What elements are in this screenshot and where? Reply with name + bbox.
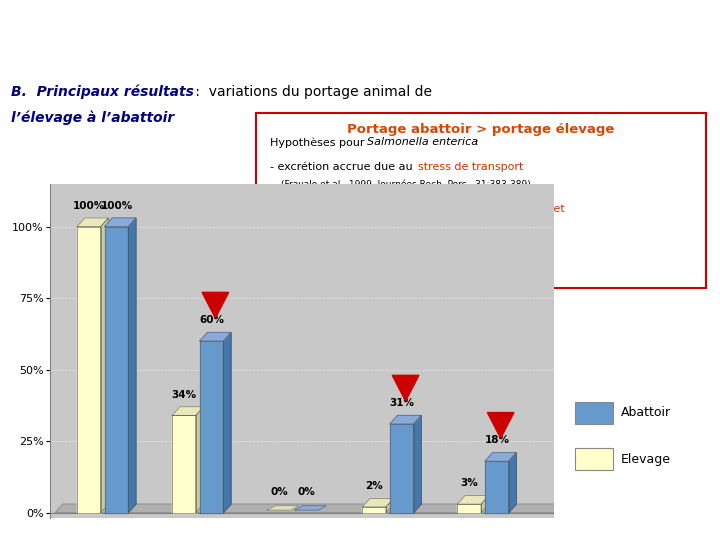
Text: 60%: 60% <box>199 315 224 325</box>
Polygon shape <box>386 498 394 512</box>
Polygon shape <box>223 333 231 512</box>
Polygon shape <box>77 226 101 512</box>
Polygon shape <box>199 341 223 512</box>
Text: Elevage: Elevage <box>621 453 670 466</box>
Polygon shape <box>390 415 421 424</box>
Polygon shape <box>104 226 128 512</box>
Polygon shape <box>104 218 136 226</box>
Polygon shape <box>481 496 489 512</box>
Text: 100%: 100% <box>100 201 132 211</box>
Text: 0%: 0% <box>270 487 288 497</box>
Polygon shape <box>362 507 386 512</box>
Text: 34%: 34% <box>171 390 197 400</box>
Text: B.  Principaux résultats: B. Principaux résultats <box>11 85 194 99</box>
Text: stress de transport: stress de transport <box>418 161 523 172</box>
Polygon shape <box>485 461 509 512</box>
Polygon shape <box>196 407 204 512</box>
Polygon shape <box>128 218 136 512</box>
Text: - variation de la: - variation de la <box>270 247 361 258</box>
Polygon shape <box>485 453 516 461</box>
Text: - intercontamination des porcs durant le transport et: - intercontamination des porcs durant le… <box>270 204 564 214</box>
Polygon shape <box>362 498 394 507</box>
Polygon shape <box>172 407 204 415</box>
FancyBboxPatch shape <box>256 113 706 288</box>
Polygon shape <box>457 496 489 504</box>
Polygon shape <box>172 415 196 512</box>
Text: 18%: 18% <box>485 435 509 445</box>
Text: :  variations du portage animal de: : variations du portage animal de <box>191 85 432 99</box>
Text: 3%: 3% <box>460 478 478 488</box>
Text: l’élevage à l’abattoir: l’élevage à l’abattoir <box>11 110 174 125</box>
Polygon shape <box>414 415 421 512</box>
Text: (Kranker et al., 2003. J. Clin. Microbiol., 41(6):2282-2288): (Kranker et al., 2003. J. Clin. Microbio… <box>281 265 539 274</box>
Text: (Hurd et al., 2004. Epidemiol. Inf., 132:127-135): (Hurd et al., 2004. Epidemiol. Inf., 132… <box>317 223 536 232</box>
Text: - excrétion accrue due au: - excrétion accrue due au <box>270 161 416 172</box>
FancyBboxPatch shape <box>575 402 613 424</box>
Text: Portage abattoir > portage élevage: Portage abattoir > portage élevage <box>347 123 615 136</box>
Text: Corrélations entre statuts de contamination des lots en: Corrélations entre statuts de contaminat… <box>78 19 642 37</box>
Text: 0%: 0% <box>298 487 315 497</box>
Polygon shape <box>267 506 299 510</box>
Polygon shape <box>77 218 109 226</box>
Text: Hypothèses pour: Hypothèses pour <box>270 137 368 148</box>
Text: (Fravalo et al., 1999. Journées Rech. Porc., 31:383-389): (Fravalo et al., 1999. Journées Rech. Po… <box>281 179 531 189</box>
Text: :: : <box>475 137 479 147</box>
Polygon shape <box>101 218 109 512</box>
Polygon shape <box>390 424 414 512</box>
Text: élevage, à l’abattoir et avec des indicateurs: élevage, à l’abattoir et avec des indica… <box>137 51 583 69</box>
Text: Abattoir: Abattoir <box>621 406 671 419</box>
Text: 2%: 2% <box>365 481 383 491</box>
Polygon shape <box>392 375 419 401</box>
Polygon shape <box>487 413 514 438</box>
Polygon shape <box>199 333 231 341</box>
Polygon shape <box>202 292 229 318</box>
FancyBboxPatch shape <box>575 448 613 470</box>
Text: sensibilité individuelle: sensibilité individuelle <box>367 247 492 258</box>
Polygon shape <box>294 506 326 510</box>
Text: l’attente: l’attente <box>270 223 318 233</box>
Polygon shape <box>457 504 481 512</box>
Text: 31%: 31% <box>390 398 414 408</box>
Polygon shape <box>509 453 516 512</box>
Polygon shape <box>55 504 576 512</box>
Text: Salmonella enterica: Salmonella enterica <box>367 137 478 147</box>
Text: 100%: 100% <box>73 201 105 211</box>
